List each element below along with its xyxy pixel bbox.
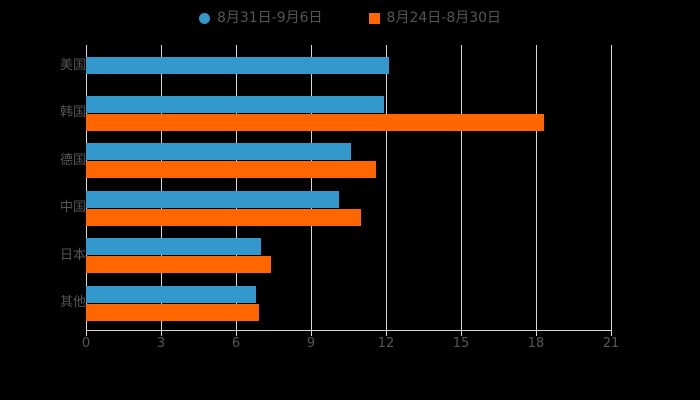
- x-tick-label-0: 0: [81, 336, 91, 351]
- x-tick-label-9: 9: [306, 336, 316, 351]
- x-tick-label-12: 12: [377, 336, 395, 351]
- y-category-label-4: 日本: [59, 247, 86, 263]
- bar-4-series-1[interactable]: [86, 256, 271, 274]
- gridline-x-6: [236, 45, 237, 330]
- legend-label-series-1: 8月31日-9月6日: [216, 10, 323, 26]
- y-category-label-2: 德国: [59, 152, 86, 168]
- gridline-x-12: [386, 45, 387, 330]
- bar-3-series-0[interactable]: [86, 190, 339, 208]
- x-tick-mark-21: [611, 331, 612, 336]
- y-category-label-1: 韩国: [59, 105, 86, 121]
- y-category-label-0: 美国: [59, 57, 86, 73]
- plot-area: [86, 45, 612, 330]
- bar-0-series-0[interactable]: [86, 57, 389, 75]
- x-tick-label-18: 18: [527, 336, 545, 351]
- legend-label-series-2: 8月24日-8月30日: [386, 10, 502, 26]
- gridline-x-18: [536, 45, 537, 330]
- x-tick-mark-3: [161, 331, 162, 336]
- bar-4-series-0[interactable]: [86, 238, 261, 256]
- gridline-x-21: [611, 45, 612, 330]
- bar-2-series-1[interactable]: [86, 161, 376, 179]
- y-category-label-5: 其他: [59, 295, 86, 311]
- x-tick-mark-18: [536, 331, 537, 336]
- x-tick-label-21: 21: [602, 336, 620, 351]
- bar-1-series-1[interactable]: [86, 113, 544, 131]
- x-tick-label-6: 6: [231, 336, 241, 351]
- bar-1-series-0[interactable]: [86, 95, 384, 113]
- x-tick-mark-9: [311, 331, 312, 336]
- chart-legend: 8月31日-9月6日 8月24日-8月30日: [0, 6, 700, 30]
- y-category-label-3: 中国: [59, 200, 86, 216]
- x-tick-label-3: 3: [156, 336, 166, 351]
- bar-2-series-0[interactable]: [86, 143, 351, 161]
- legend-square-marker-icon: [368, 12, 380, 24]
- x-tick-mark-15: [461, 331, 462, 336]
- gridline-x-3: [161, 45, 162, 330]
- legend-circle-marker-icon: [198, 12, 210, 24]
- bar-5-series-1[interactable]: [86, 303, 259, 321]
- gridline-x-9: [311, 45, 312, 330]
- x-tick-label-15: 15: [452, 336, 470, 351]
- legend-item-series-1[interactable]: 8月31日-9月6日: [198, 10, 323, 26]
- x-tick-mark-0: [86, 331, 87, 336]
- x-tick-mark-6: [236, 331, 237, 336]
- bar-5-series-0[interactable]: [86, 285, 256, 303]
- x-axis-line: [86, 330, 612, 331]
- bar-3-series-1[interactable]: [86, 208, 361, 226]
- gridline-x-15: [461, 45, 462, 330]
- gridline-x-0: [86, 45, 87, 330]
- x-tick-mark-12: [386, 331, 387, 336]
- legend-item-series-2[interactable]: 8月24日-8月30日: [368, 10, 502, 26]
